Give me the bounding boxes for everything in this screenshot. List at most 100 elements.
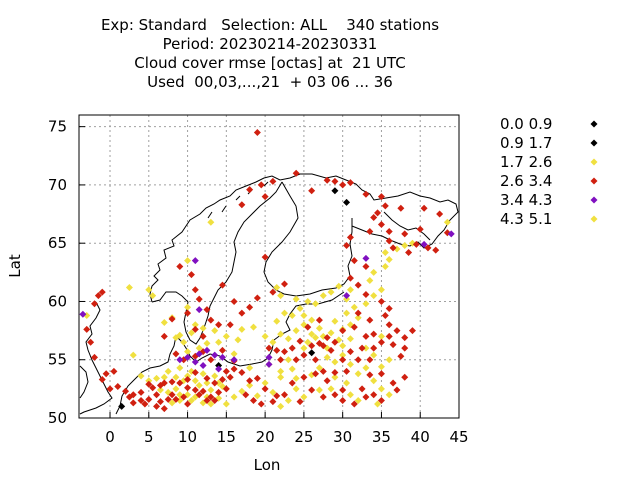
data-point-series-3 [331,369,338,376]
data-point-series-0 [331,187,338,194]
data-point-series-2 [386,356,393,363]
data-point-series-0 [343,199,350,206]
data-point-series-3 [382,202,389,209]
data-point-series-2 [289,366,296,373]
data-point-series-3 [393,387,400,394]
data-point-series-2 [215,339,222,346]
data-point-series-2 [343,380,350,387]
data-point-series-3 [176,263,183,270]
data-point-series-3 [262,193,269,200]
data-points [79,129,454,412]
data-point-series-3 [297,338,304,345]
legend-label: 2.6 3.4 [500,172,552,190]
data-point-series-2 [308,317,315,324]
data-point-series-3 [324,377,331,384]
data-point-series-2 [207,219,214,226]
data-point-series-3 [254,375,261,382]
legend-label: 0.9 1.7 [500,134,552,152]
data-point-series-2 [176,364,183,371]
data-point-series-3 [273,347,280,354]
data-point-series-3 [161,405,168,412]
data-point-series-2 [277,403,284,410]
data-point-series-2 [138,373,145,380]
data-point-series-3 [250,397,257,404]
data-point-series-2 [180,339,187,346]
data-point-series-3 [378,339,385,346]
x-tick-label: 20 [256,428,275,446]
data-point-series-3 [269,398,276,405]
coastline-finland [264,182,352,296]
data-point-series-2 [293,375,300,382]
data-point-series-2 [262,333,269,340]
data-point-series-2 [254,392,261,399]
data-point-series-2 [300,312,307,319]
data-point-series-3 [238,201,245,208]
data-point-series-3 [347,348,354,355]
data-point-series-4 [362,255,369,262]
data-point-series-0 [118,403,125,410]
y-tick-label: 60 [48,292,67,310]
data-point-series-3 [153,391,160,398]
data-point-series-3 [421,205,428,212]
data-point-series-2 [312,300,319,307]
data-point-series-2 [281,310,288,317]
data-point-series-3 [370,214,377,221]
data-point-series-2 [293,327,300,334]
data-point-series-3 [401,345,408,352]
y-tick-label: 75 [48,118,67,136]
x-axis-label: Lon [254,456,281,474]
data-point-series-4 [192,257,199,264]
data-point-series-3 [238,369,245,376]
data-point-series-3 [355,310,362,317]
legend-marker [591,178,598,185]
data-point-series-3 [409,327,416,334]
legend-marker [591,159,598,166]
data-point-series-3 [339,387,346,394]
data-point-series-3 [312,356,319,363]
y-axis-label: Lat [6,254,24,278]
data-point-series-2 [362,300,369,307]
data-point-series-3 [215,321,222,328]
data-point-series-3 [339,327,346,334]
data-point-series-3 [145,396,152,403]
data-point-series-3 [219,347,226,354]
data-point-series-2 [370,292,377,299]
data-point-series-3 [386,228,393,235]
data-point-series-3 [432,247,439,254]
data-point-series-3 [289,380,296,387]
x-tick-label: 40 [411,428,430,446]
data-point-series-3 [293,170,300,177]
data-point-series-2 [273,284,280,291]
legend-label: 4.3 5.1 [500,210,552,228]
data-point-series-3 [386,333,393,340]
grid-lines [79,115,459,418]
data-point-series-2 [200,370,207,377]
data-point-series-2 [192,377,199,384]
data-point-series-2 [269,339,276,346]
x-tick-label: 5 [144,428,154,446]
data-point-series-2 [386,256,393,263]
data-point-series-3 [343,368,350,375]
data-point-series-3 [355,282,362,289]
data-point-series-3 [223,368,230,375]
y-tick-label: 50 [48,409,67,427]
data-point-series-3 [293,356,300,363]
coastline-scandinavia [150,174,458,302]
data-point-series-3 [196,296,203,303]
data-point-series-2 [184,257,191,264]
data-point-series-2 [378,363,385,370]
data-point-series-3 [359,385,366,392]
data-point-series-2 [293,385,300,392]
data-point-series-3 [347,234,354,241]
data-point-series-2 [300,394,307,401]
data-point-series-2 [316,325,323,332]
data-point-series-3 [114,383,121,390]
data-point-series-3 [390,341,397,348]
data-point-series-2 [382,263,389,270]
x-tick-label: 0 [105,428,115,446]
data-point-series-2 [366,277,373,284]
legend: 0.0 0.90.9 1.71.7 2.62.6 3.43.4 4.34.3 5… [500,115,598,228]
data-point-series-2 [343,310,350,317]
data-point-series-3 [386,305,393,312]
